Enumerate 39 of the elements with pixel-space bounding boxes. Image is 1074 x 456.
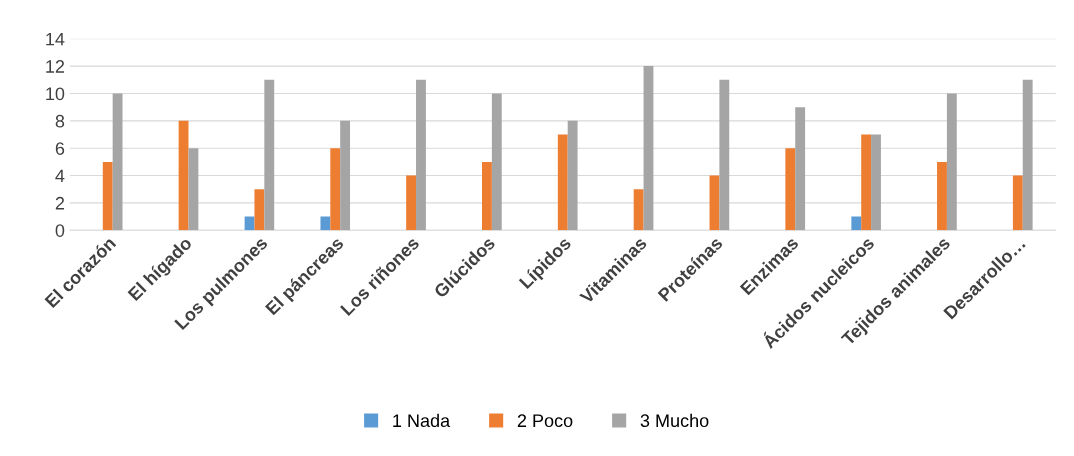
legend-label: 3 Mucho [640,413,709,428]
bar [871,134,881,231]
bar [406,175,417,231]
y-tick-label: 12 [46,60,65,73]
bar [633,189,644,231]
bar [340,120,351,231]
bar [320,216,331,231]
bar [254,189,265,231]
y-tick-label: 8 [55,114,65,128]
bar [557,134,568,231]
bar [946,93,957,231]
bar [567,120,578,231]
bar [264,79,275,231]
y-tick-label: 14 [46,32,65,46]
y-tick-label: 10 [46,87,65,101]
y-tick-label: 6 [55,142,65,155]
bar [861,134,872,231]
y-tick-label: 2 [55,196,65,210]
bar [491,93,502,231]
bar [330,148,341,231]
bar [785,148,796,231]
bar [643,66,654,231]
bar [709,175,720,231]
bar [1022,79,1033,231]
bar [937,161,947,231]
legend-label: 1 Nada [393,413,451,428]
bar [482,161,492,231]
y-tick-label: 0 [55,224,65,237]
legend-label: 2 Poco [517,414,573,428]
bar [719,79,730,231]
bar [112,93,123,231]
bar [178,120,189,231]
bar [188,148,199,231]
bar [851,216,862,231]
y-tick-label: 4 [55,169,65,183]
bar [416,79,426,231]
bar [1012,175,1023,231]
bar [795,107,806,231]
bar [102,161,113,231]
